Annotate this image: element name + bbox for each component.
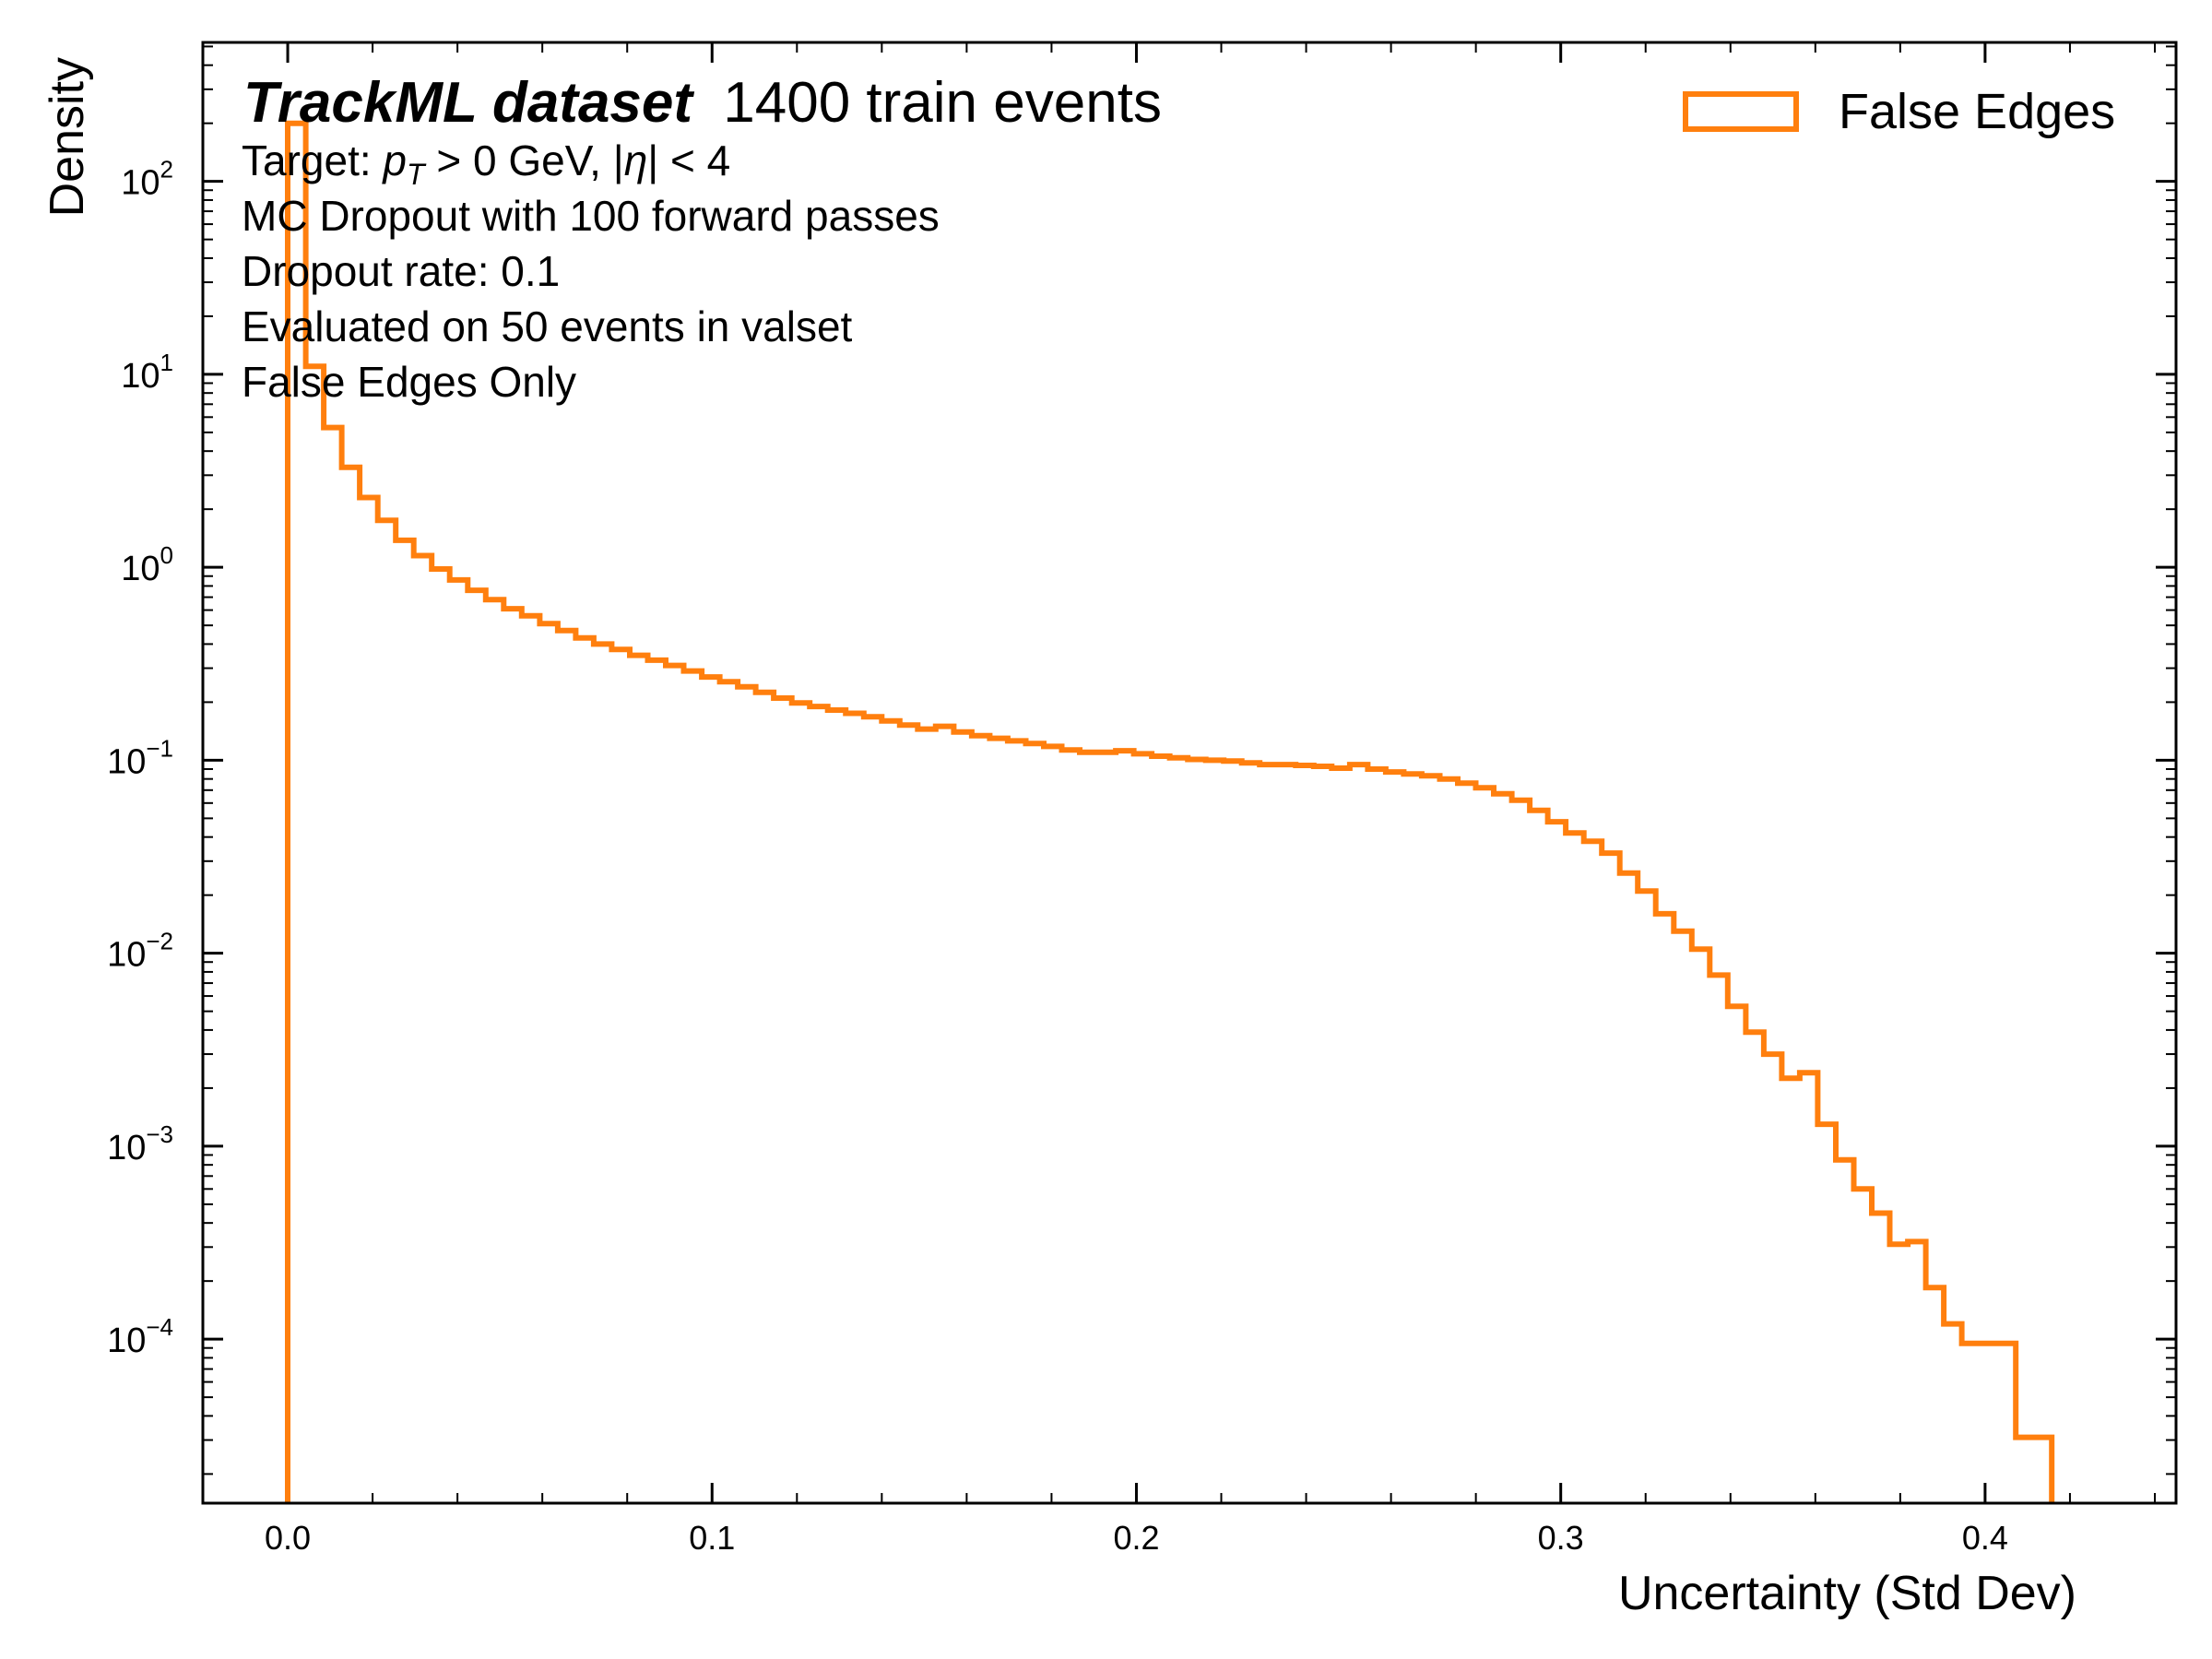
annotation-target-cut1: > 0 GeV, |: [425, 136, 624, 184]
annotation-title: TrackML dataset 1400 train events: [243, 71, 1162, 135]
y-axis-label: Density: [41, 57, 94, 217]
legend-label: False Edges: [1839, 84, 2115, 139]
x-tick-label: 0.2: [1113, 1519, 1159, 1557]
annotation-pt-var: p: [381, 136, 407, 184]
y-tick-label: 100: [121, 541, 173, 588]
y-tick-label: 10−4: [107, 1313, 173, 1360]
series-false-edges-histogram: [285, 120, 2055, 1503]
y-tick-label: 10−3: [107, 1120, 173, 1167]
x-tick-label: 0.3: [1538, 1519, 1584, 1557]
annotation-eta-var: η: [624, 136, 648, 184]
annotation-line-1: MC Dropout with 100 forward passes: [242, 192, 940, 240]
annotation-line-4: False Edges Only: [242, 358, 576, 406]
y-tick-label: 10−2: [107, 928, 173, 975]
annotation-pt-sub: T: [407, 158, 427, 191]
x-tick-label: 0.1: [689, 1519, 735, 1557]
x-tick-label: 0.4: [1962, 1519, 2008, 1557]
series-layer: [285, 120, 2055, 1503]
annotation-line-3: Evaluated on 50 events in valset: [242, 302, 853, 350]
plot-frame: [201, 41, 2178, 1505]
annotation-line-2: Dropout rate: 0.1: [242, 247, 560, 295]
annotation-title-bold: TrackML dataset: [243, 71, 694, 135]
annotation-target-cut2: | < 4: [647, 136, 730, 184]
y-tick-label: 102: [121, 156, 173, 203]
tick-labels: 0.0 0.1 0.2 0.3 0.4 102 101 100 10−1 10−2 10−3 10−4: [107, 156, 2008, 1557]
y-tick-label: 101: [121, 349, 173, 396]
x-axis-label: Uncertainty (Std Dev): [1618, 1567, 2076, 1620]
legend-swatch: [1683, 91, 1799, 132]
annotation-target: Target: pT > 0 GeV, |η| < 4: [242, 136, 730, 191]
axis-ticks: [202, 42, 2176, 1503]
annotation-title-rest: 1400 train events: [723, 71, 1162, 135]
annotation-target-prefix: Target:: [242, 136, 383, 184]
x-tick-label: 0.0: [265, 1519, 311, 1557]
y-tick-label: 10−1: [107, 734, 173, 781]
legend: False Edges: [1683, 84, 2115, 139]
